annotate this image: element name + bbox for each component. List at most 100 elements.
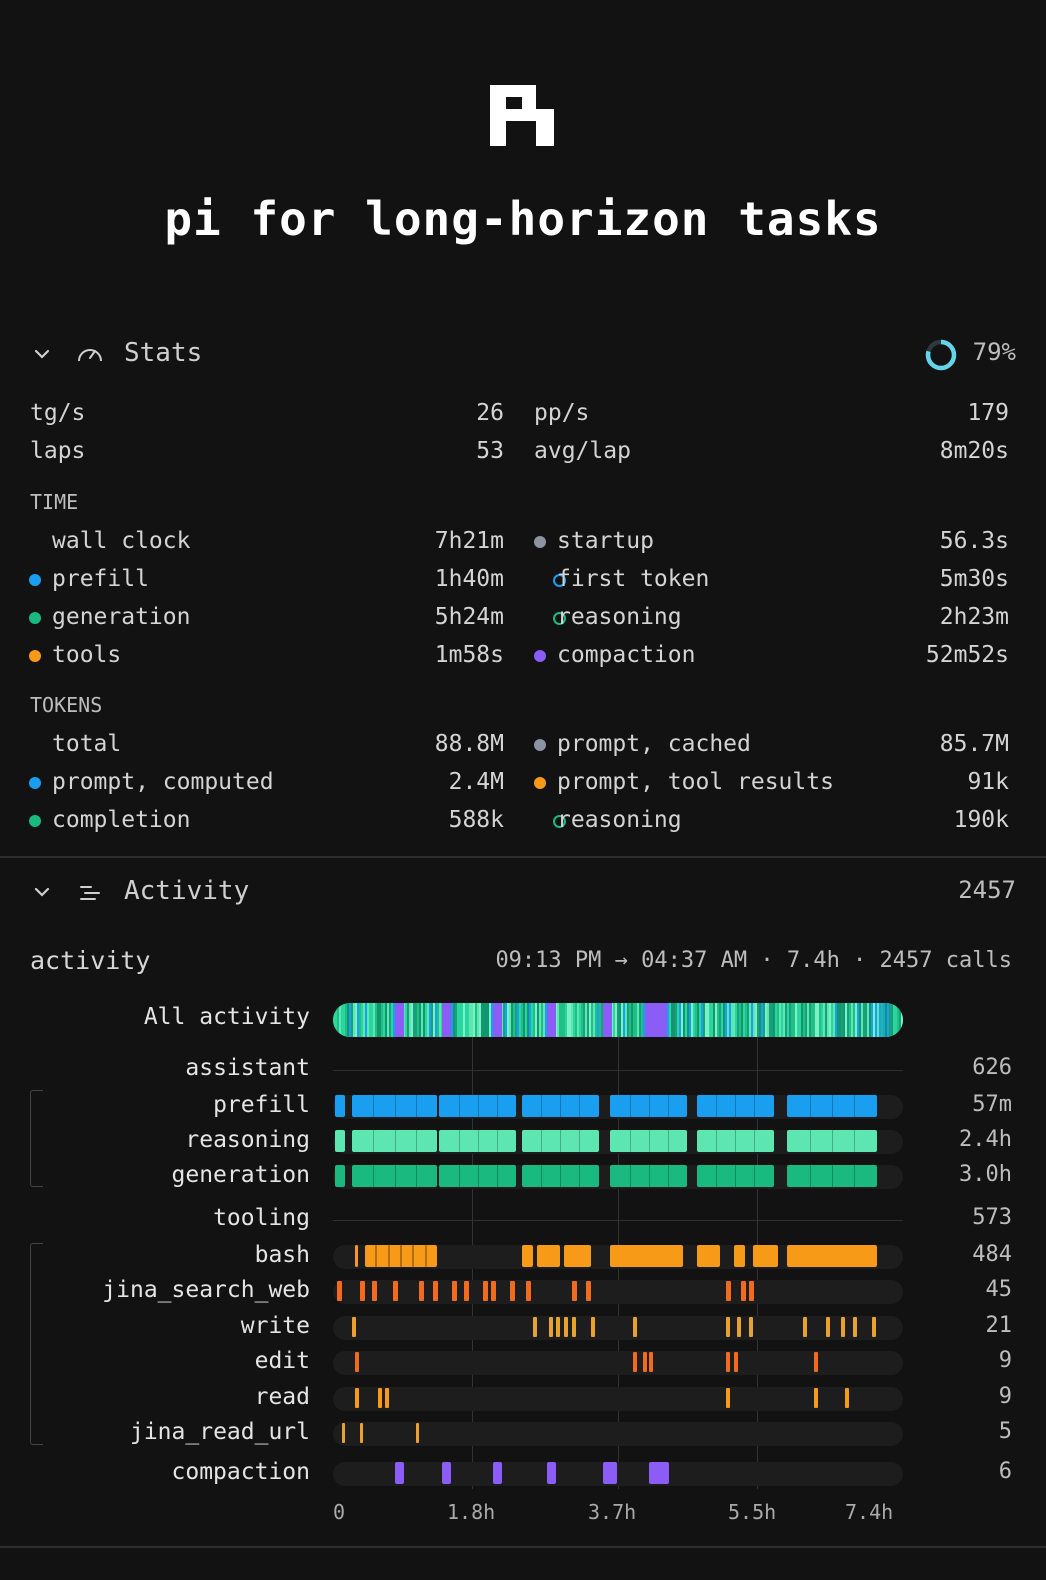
- dot-icon: [534, 536, 546, 548]
- all-activity-stripe: [723, 1003, 725, 1037]
- section-divider: [0, 1546, 1046, 1548]
- activity-row-label: read: [254, 1384, 310, 1410]
- stat-label: prompt, computed: [52, 769, 274, 795]
- all-activity-stripe: [791, 1003, 793, 1037]
- activity-block-divider: [458, 1130, 460, 1152]
- dot-icon: [29, 612, 41, 624]
- activity-block-divider: [415, 1095, 417, 1117]
- all-activity-stripe: [857, 1003, 859, 1037]
- all-activity-stripe: [471, 1003, 473, 1037]
- activity-row-label: compaction: [171, 1459, 310, 1485]
- activity-block: [610, 1095, 688, 1117]
- activity-block-divider: [809, 1130, 811, 1152]
- all-activity-stripe: [863, 1003, 865, 1037]
- all-activity-stripe: [757, 1003, 759, 1037]
- activity-block: [334, 1095, 346, 1117]
- chevron-down-icon[interactable]: [32, 344, 52, 364]
- all-activity-stripe: [729, 1003, 731, 1037]
- all-activity-stripe: [375, 1003, 377, 1037]
- all-activity-stripe: [871, 1003, 873, 1037]
- stat-value: 5h24m: [434, 604, 504, 630]
- activity-block-divider: [735, 1130, 737, 1152]
- dot-icon: [29, 650, 41, 662]
- stat-row: completion 588k reasoning 190k: [0, 805, 1046, 835]
- all-activity-stripe: [433, 1003, 435, 1037]
- dot-icon: [534, 650, 546, 662]
- all-activity-stripe: [455, 1003, 457, 1037]
- all-activity-stripe: [463, 1003, 465, 1037]
- all-activity-stripe: [687, 1003, 689, 1037]
- bash-block: [564, 1245, 592, 1267]
- all-activity-stripe: [753, 1003, 755, 1037]
- all-activity-stripe: [565, 1003, 567, 1037]
- activity-tick: [354, 1352, 359, 1372]
- all-activity-stripe: [685, 1003, 687, 1037]
- all-activity-stripe: [845, 1003, 847, 1037]
- all-activity-stripe: [431, 1003, 433, 1037]
- stat-value: 1m58s: [434, 642, 504, 668]
- all-activity-stripe: [533, 1003, 535, 1037]
- list-icon: [80, 886, 100, 900]
- all-activity-stripe: [799, 1003, 801, 1037]
- all-activity-stripe: [643, 1003, 645, 1037]
- stats-header[interactable]: Stats 79%: [0, 334, 1046, 374]
- activity-tick: [825, 1317, 830, 1337]
- dot-icon: [29, 815, 41, 827]
- stat-label: first token: [557, 566, 710, 592]
- all-activity-stripe: [779, 1003, 781, 1037]
- all-activity-stripe: [507, 1003, 509, 1037]
- activity-row-count: 9: [998, 1384, 1012, 1409]
- stat-label: wall clock: [52, 528, 191, 554]
- activity-row-count: 9: [998, 1348, 1012, 1373]
- activity-block-divider: [629, 1095, 631, 1117]
- activity-header[interactable]: Activity 2457: [0, 872, 1046, 912]
- group-rule: [333, 1220, 903, 1221]
- dot-icon: [29, 574, 41, 586]
- all-activity-stripe: [387, 1003, 389, 1037]
- all-activity-stripe: [849, 1003, 851, 1037]
- stat-value: 588k: [448, 807, 504, 833]
- section-divider: [0, 856, 1046, 858]
- all-activity-stripe: [781, 1003, 783, 1037]
- activity-row-label: write: [240, 1313, 310, 1339]
- all-activity-stripe: [519, 1003, 521, 1037]
- activity-tick: [571, 1317, 576, 1337]
- stat-row: tg/s 26 pp/s 179: [0, 398, 1046, 428]
- all-activity-stripe: [767, 1003, 769, 1037]
- all-activity-stripe: [361, 1003, 363, 1037]
- all-activity-label: All activity: [143, 1004, 310, 1030]
- activity-block: [787, 1095, 877, 1117]
- all-activity-stripe: [883, 1003, 885, 1037]
- stat-label: tg/s: [30, 400, 86, 426]
- compaction-block: [442, 1462, 452, 1484]
- chevron-down-icon[interactable]: [32, 882, 52, 902]
- all-activity-stripe: [489, 1003, 491, 1037]
- all-activity-stripe: [711, 1003, 713, 1037]
- all-activity-stripe: [745, 1003, 747, 1037]
- pi-logo: [490, 85, 554, 146]
- all-activity-stripe: [521, 1003, 523, 1037]
- activity-row-label: edit: [254, 1348, 310, 1374]
- activity-block-divider: [854, 1130, 856, 1152]
- bash-block: [521, 1245, 534, 1267]
- all-activity-stripe: [381, 1003, 383, 1037]
- all-activity-stripe: [641, 1003, 643, 1037]
- hollow-dot-icon: [553, 574, 566, 587]
- all-activity-stripe: [569, 1003, 571, 1037]
- stat-value: 7h21m: [434, 528, 504, 554]
- all-activity-stripe: [335, 1003, 337, 1037]
- all-activity-stripe: [865, 1003, 867, 1037]
- all-activity-stripe: [575, 1003, 577, 1037]
- hollow-dot-icon: [553, 612, 566, 625]
- activity-tick: [556, 1317, 561, 1337]
- activity-tick: [733, 1352, 738, 1372]
- activity-block: [787, 1130, 877, 1152]
- all-activity-stripe: [373, 1003, 375, 1037]
- all-activity-stripe: [861, 1003, 863, 1037]
- activity-block: [439, 1165, 517, 1187]
- compaction-block: [394, 1462, 404, 1484]
- all-activity-compaction: [644, 1003, 667, 1037]
- page-title: pi for long-horizon tasks: [164, 192, 882, 246]
- activity-block: [696, 1165, 774, 1187]
- stat-value: 2.4M: [448, 769, 504, 795]
